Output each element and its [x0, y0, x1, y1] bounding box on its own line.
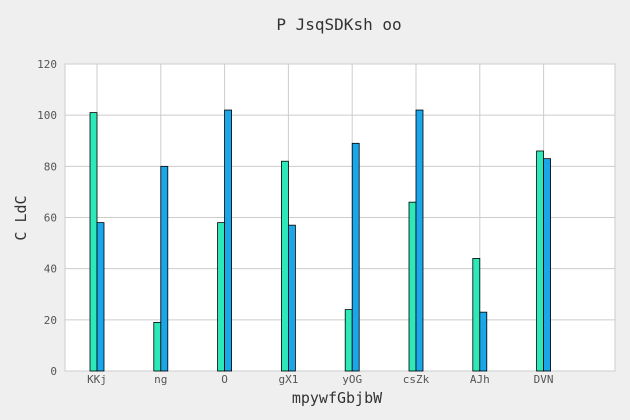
chart-title: P JsqSDKsh oo [276, 15, 401, 34]
y-tick-label: 60 [44, 212, 57, 225]
bars [89, 109, 551, 372]
bar-series-1-yOG [344, 309, 353, 372]
x-tick-label: DVN [534, 373, 554, 386]
y-tick-label: 0 [50, 365, 57, 378]
y-tick-labels: 0 20 40 60 80 100 120 [37, 58, 57, 378]
bar-series-2-ng [160, 165, 169, 372]
x-tick-label: yOG [342, 373, 362, 386]
bar-series-1-ng [153, 321, 162, 372]
bar-series-1-gX1 [280, 160, 289, 372]
bar-series-2-yOG [351, 142, 360, 372]
bar-series-2-csZk [415, 109, 424, 372]
y-tick-label: 120 [37, 58, 57, 71]
x-tick-label: csZk [403, 373, 430, 386]
bar-series-2-DVN [543, 158, 551, 372]
x-tick-label: O [221, 373, 228, 386]
x-tick-label: gX1 [278, 373, 298, 386]
bar-series-1-O [217, 222, 226, 372]
bar-series-1-csZk [408, 201, 417, 372]
bar-series-2-gX1 [287, 224, 296, 372]
y-tick-label: 100 [37, 109, 57, 122]
y-tick-label: 40 [44, 263, 57, 276]
x-axis-label: mpywfGbjbW [292, 389, 383, 407]
y-tick-label: 80 [44, 160, 57, 173]
bar-series-1-DVN [536, 150, 544, 372]
bar-series-2-O [224, 109, 233, 372]
x-tick-label: AJh [470, 373, 490, 386]
x-tick-label: ng [154, 373, 167, 386]
y-tick-label: 20 [44, 314, 57, 327]
x-tick-label: KKj [87, 373, 107, 386]
y-axis-label: C LdC [12, 195, 30, 240]
bar-series-1-AJh [472, 258, 481, 372]
bar-series-1-KKj [89, 112, 98, 372]
bar-series-2-KKj [96, 222, 105, 372]
bar-series-2-AJh [479, 311, 488, 372]
